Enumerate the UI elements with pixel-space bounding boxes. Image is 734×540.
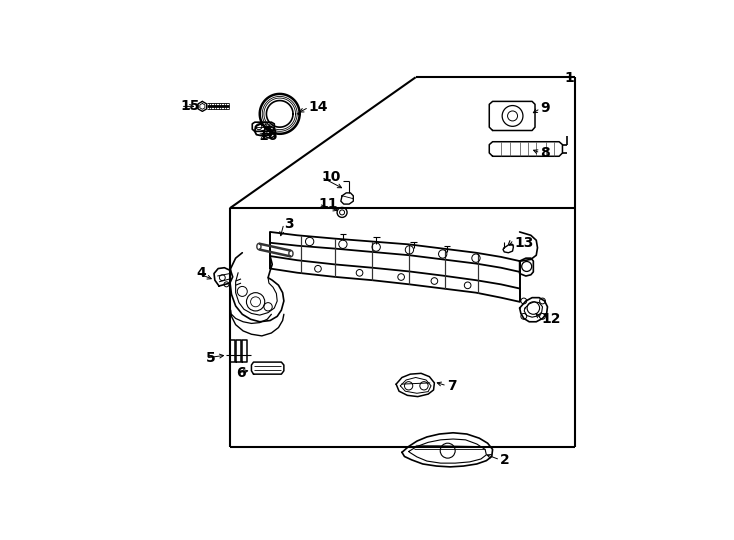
Text: 11: 11	[319, 197, 338, 211]
Text: 16: 16	[259, 129, 278, 143]
Text: 3: 3	[284, 217, 294, 231]
Text: 6: 6	[236, 366, 245, 380]
Text: 10: 10	[321, 170, 341, 184]
Text: 8: 8	[540, 146, 550, 160]
Text: 5: 5	[206, 351, 216, 365]
Text: 14: 14	[309, 100, 328, 114]
Text: 13: 13	[515, 236, 534, 250]
Text: 4: 4	[197, 266, 206, 280]
Text: 12: 12	[542, 312, 562, 326]
Text: 1: 1	[564, 71, 574, 85]
Text: 7: 7	[447, 379, 457, 393]
Text: 15: 15	[181, 99, 200, 113]
Text: 9: 9	[540, 102, 550, 116]
Text: 2: 2	[500, 453, 510, 467]
